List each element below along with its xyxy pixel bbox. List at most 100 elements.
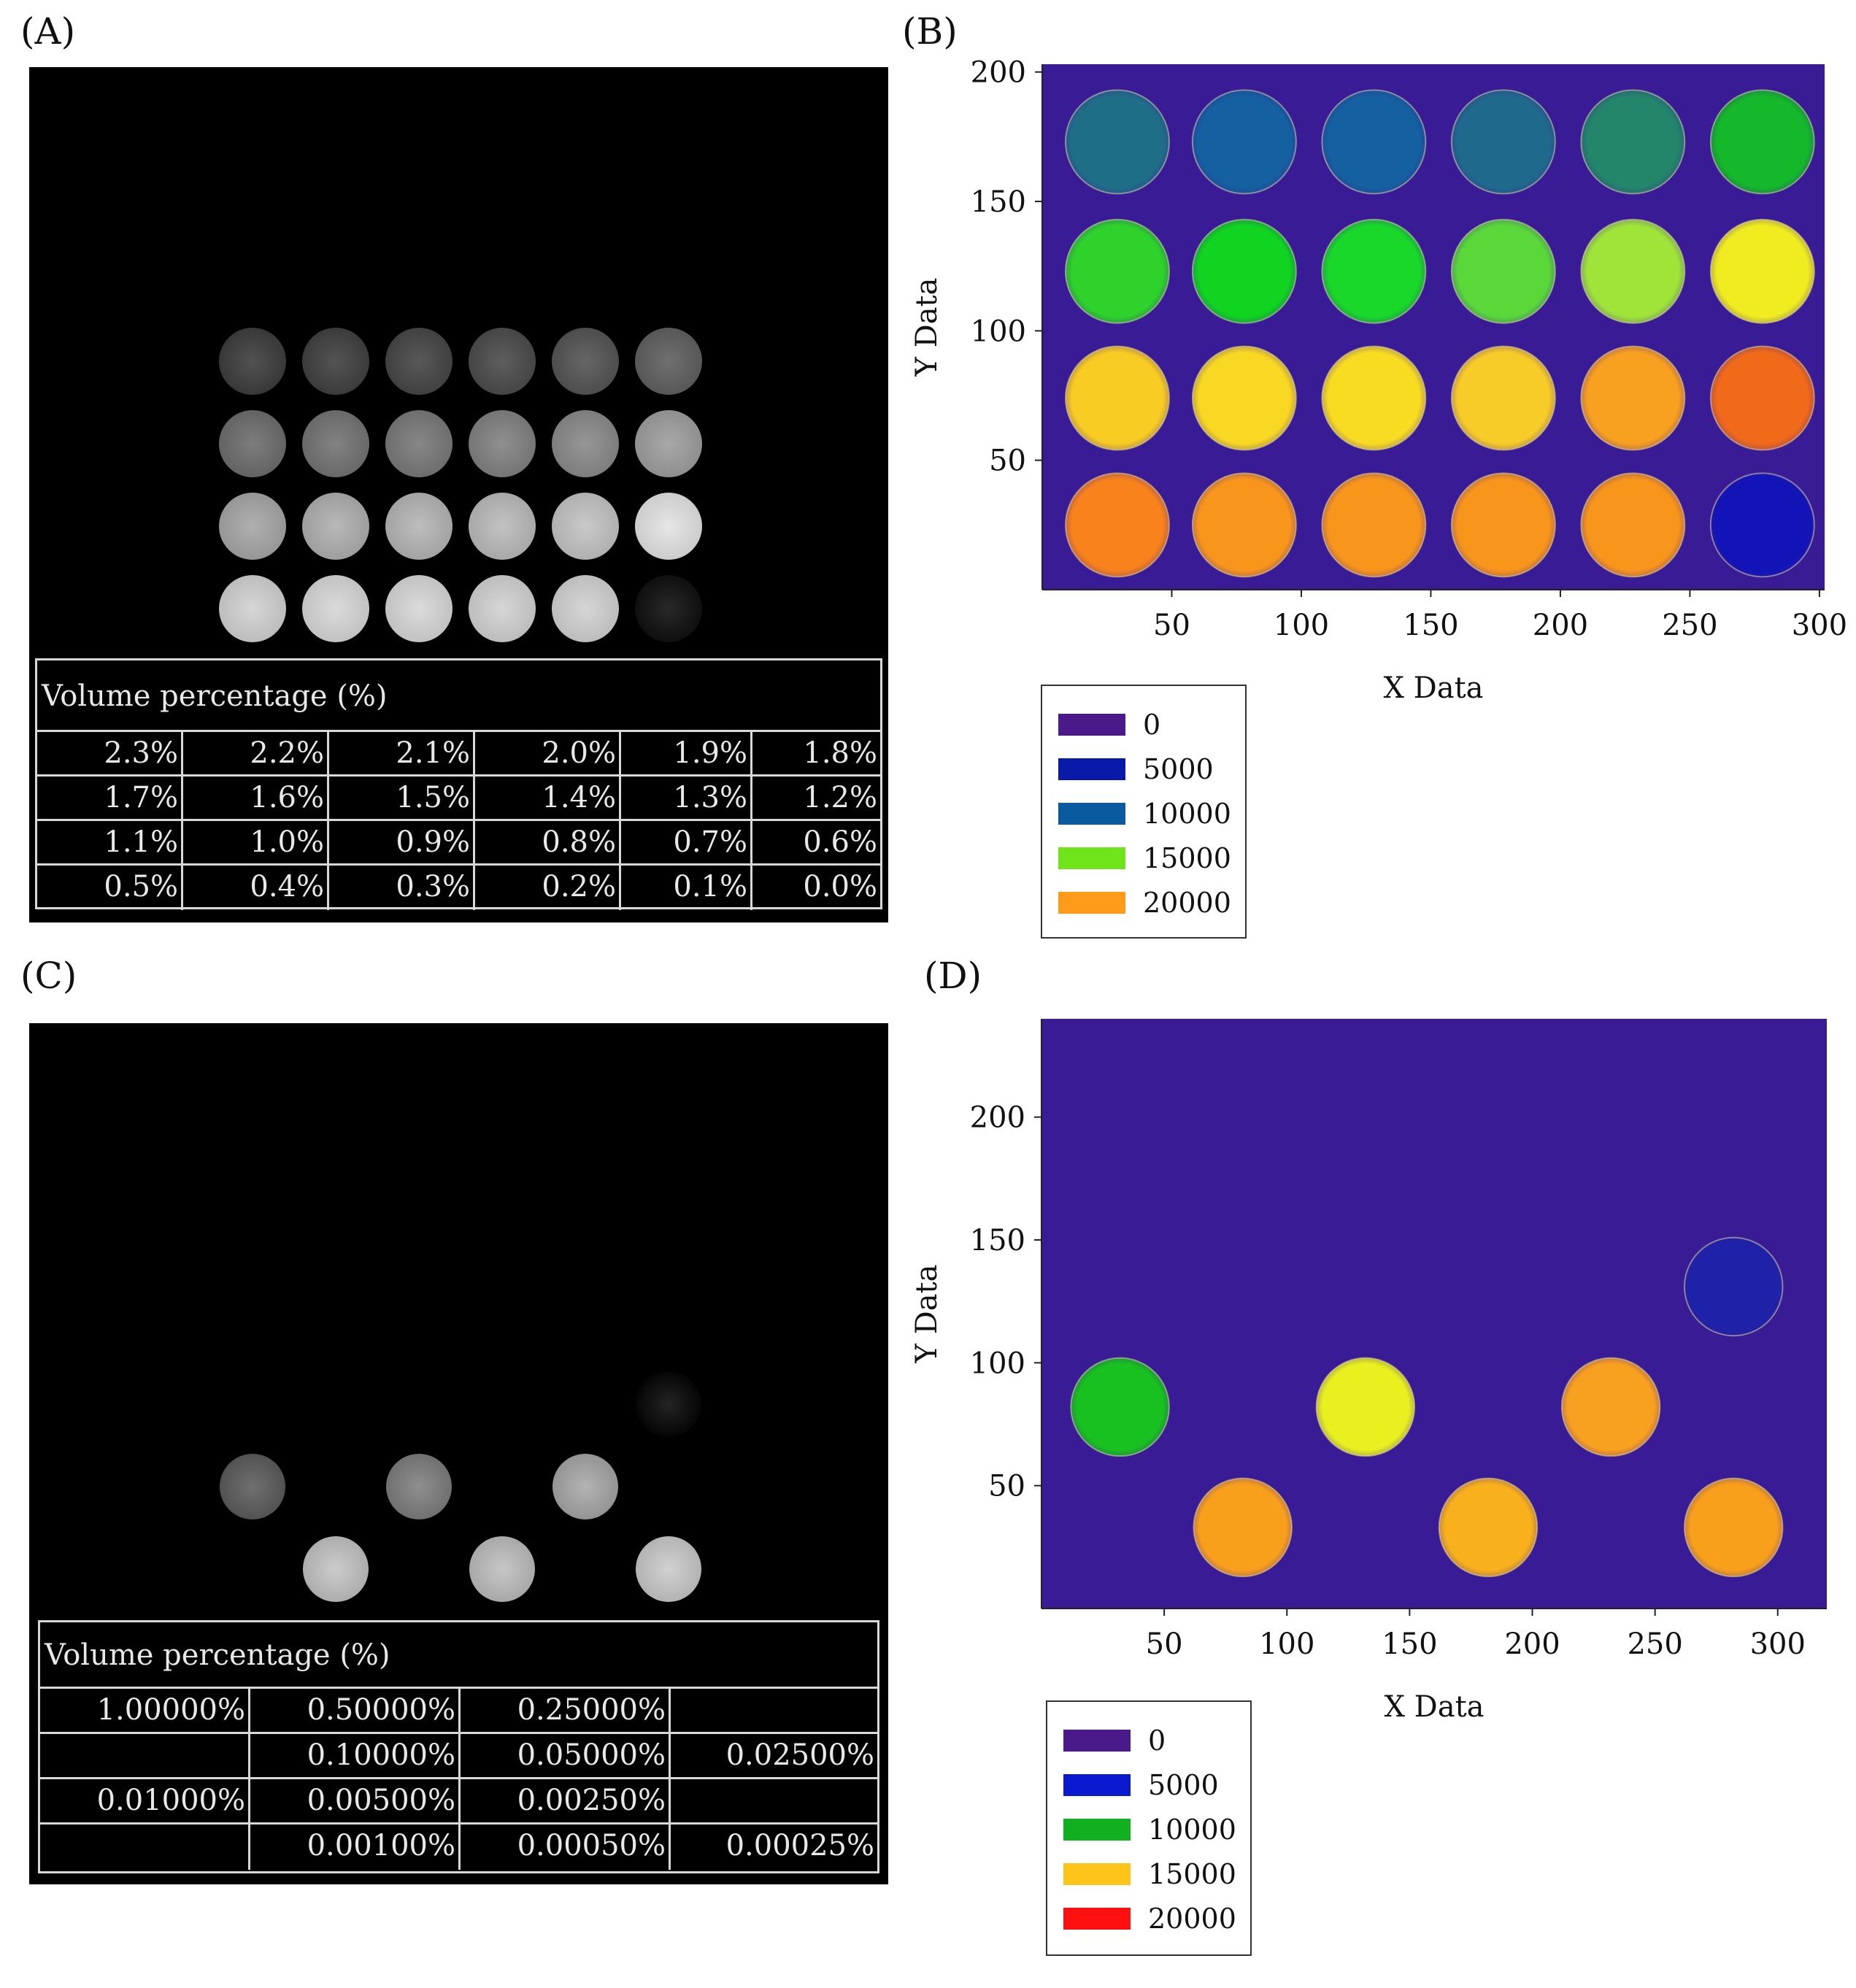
x-tick-label: 150 — [1382, 1627, 1437, 1661]
table-cell: 0.00100% — [250, 1825, 461, 1870]
table-cell: 0.0% — [803, 870, 877, 904]
mri-well — [385, 328, 453, 395]
table-row: 2.3% 2.2% 2.1% 2.0% 1.9% 1.8% — [37, 732, 880, 777]
volume-table-title-c: Volume percentage (%) — [40, 1622, 877, 1689]
heatmap-well — [1450, 89, 1556, 195]
heatmap-well — [1709, 89, 1815, 195]
heatmap-well — [1191, 345, 1297, 451]
panel-label-a: (A) — [20, 10, 76, 53]
heatmap-well — [1450, 345, 1556, 451]
legend-swatch — [1058, 847, 1125, 869]
mri-well — [219, 493, 286, 560]
table-cell — [40, 1825, 250, 1870]
x-tick-label: 200 — [1533, 609, 1588, 642]
table-cell: 0.00050% — [461, 1825, 671, 1870]
mri-image-a: Volume percentage (%) 2.3% 2.2% 2.1% 2.0% 1.… — [29, 67, 888, 922]
legend-swatch — [1063, 1730, 1131, 1752]
table-row: 0.10000% 0.05000% 0.02500% — [40, 1734, 877, 1779]
x-tick-label: 50 — [1153, 609, 1190, 642]
heatmap-well — [1709, 472, 1815, 578]
table-cell — [671, 1689, 877, 1732]
legend-label: 15000 — [1148, 1858, 1236, 1890]
table-row: 1.7% 1.6% 1.5% 1.4% 1.3% 1.2% — [37, 777, 880, 821]
y-tick-label: 200 — [970, 1101, 1025, 1135]
table-cell: 1.00000% — [40, 1689, 250, 1732]
x-tick-label: 300 — [1792, 609, 1847, 642]
table-cell: 0.25000% — [461, 1689, 671, 1732]
heatmap-well — [1580, 345, 1686, 451]
table-cell: 0.8% — [475, 821, 621, 863]
legend-label: 0 — [1148, 1725, 1166, 1757]
legend-swatch — [1063, 1774, 1131, 1796]
table-cell: 0.3% — [329, 866, 475, 910]
mri-well — [635, 410, 702, 477]
volume-table-c: Volume percentage (%) 1.00000% 0.50000% 0.… — [38, 1620, 879, 1873]
y-tick-label: 50 — [988, 1470, 1025, 1503]
legend-label: 5000 — [1148, 1769, 1219, 1801]
x-axis-label: X Data — [1383, 671, 1483, 705]
mri-wells-a — [219, 328, 702, 642]
heatmap-well — [1315, 1357, 1416, 1457]
heatmap-well — [1683, 1236, 1784, 1337]
table-cell: 1.4% — [475, 777, 621, 819]
y-tick-label: 150 — [971, 185, 1026, 219]
heatmap-well — [1560, 1357, 1661, 1457]
x-tick-label: 250 — [1662, 609, 1717, 642]
table-cell: 1.0% — [183, 821, 329, 863]
legend-label: 0 — [1143, 709, 1161, 741]
mri-well — [302, 328, 369, 395]
heatmap-well — [1450, 218, 1556, 324]
y-axis-label: Y Data — [910, 278, 944, 377]
x-tick-label: 100 — [1259, 1627, 1314, 1661]
heatmap-well — [1580, 89, 1686, 195]
x-axis-label: X Data — [1384, 1690, 1484, 1724]
mri-well — [635, 328, 702, 395]
heatmap-well — [1191, 89, 1297, 195]
legend-swatch — [1058, 803, 1125, 825]
heatmap-well — [1709, 345, 1815, 451]
table-cell: 1.8% — [803, 736, 877, 770]
heatmap-well — [1321, 89, 1427, 195]
table-cell: 0.5% — [37, 866, 183, 910]
mri-well — [635, 575, 702, 642]
mri-well — [303, 1536, 369, 1602]
volume-table-a: Volume percentage (%) 2.3% 2.2% 2.1% 2.0% 1.… — [35, 658, 882, 910]
heatmap-well — [1064, 345, 1170, 451]
table-row: 1.00000% 0.50000% 0.25000% — [40, 1689, 877, 1734]
x-tick-label: 50 — [1146, 1627, 1183, 1661]
table-cell: 1.1% — [37, 821, 183, 863]
table-cell: 0.01000% — [40, 1779, 250, 1822]
table-row: 0.5% 0.4% 0.3% 0.2% 0.1% 0.0% — [37, 866, 880, 910]
table-cell: 0.00250% — [461, 1779, 671, 1822]
table-cell — [671, 1779, 877, 1822]
table-cell: 1.7% — [37, 777, 183, 819]
legend-swatch — [1063, 1908, 1131, 1930]
heatmap-chart-b: 50 100 150 200 250 300 50 100 150 200 X Data Y Data — [910, 56, 1847, 705]
table-cell: 1.6% — [183, 777, 329, 819]
mri-well — [302, 493, 369, 560]
x-tick-label: 250 — [1627, 1627, 1682, 1661]
heatmap-well — [1064, 89, 1170, 195]
mri-well — [385, 410, 453, 477]
heatmap-well — [1191, 472, 1297, 578]
heatmap-well — [1191, 218, 1297, 324]
mri-well — [469, 493, 536, 560]
heatmap-well — [1064, 218, 1170, 324]
heatmap-well — [1438, 1477, 1539, 1578]
heatmap-well — [1709, 218, 1815, 324]
panel-label-d: (D) — [924, 955, 982, 997]
legend-label: 10000 — [1148, 1814, 1236, 1846]
table-cell: 0.1% — [621, 866, 752, 910]
table-cell: 1.5% — [329, 777, 475, 819]
mri-well — [469, 328, 536, 395]
x-tick-label: 100 — [1274, 609, 1329, 642]
mri-well — [302, 575, 369, 642]
heatmap-chart-d: 50 100 150 200 250 300 50 100 150 200 X Data Y Data — [910, 1019, 1827, 1724]
y-axis-label: Y Data — [910, 1265, 944, 1364]
y-tick-label: 200 — [971, 56, 1026, 90]
x-tick-label: 300 — [1750, 1627, 1806, 1661]
table-row: 0.01000% 0.00500% 0.00250% — [40, 1779, 877, 1825]
heatmap-well — [1321, 218, 1427, 324]
table-cell: 0.02500% — [725, 1738, 874, 1772]
table-cell: 2.2% — [183, 732, 329, 774]
